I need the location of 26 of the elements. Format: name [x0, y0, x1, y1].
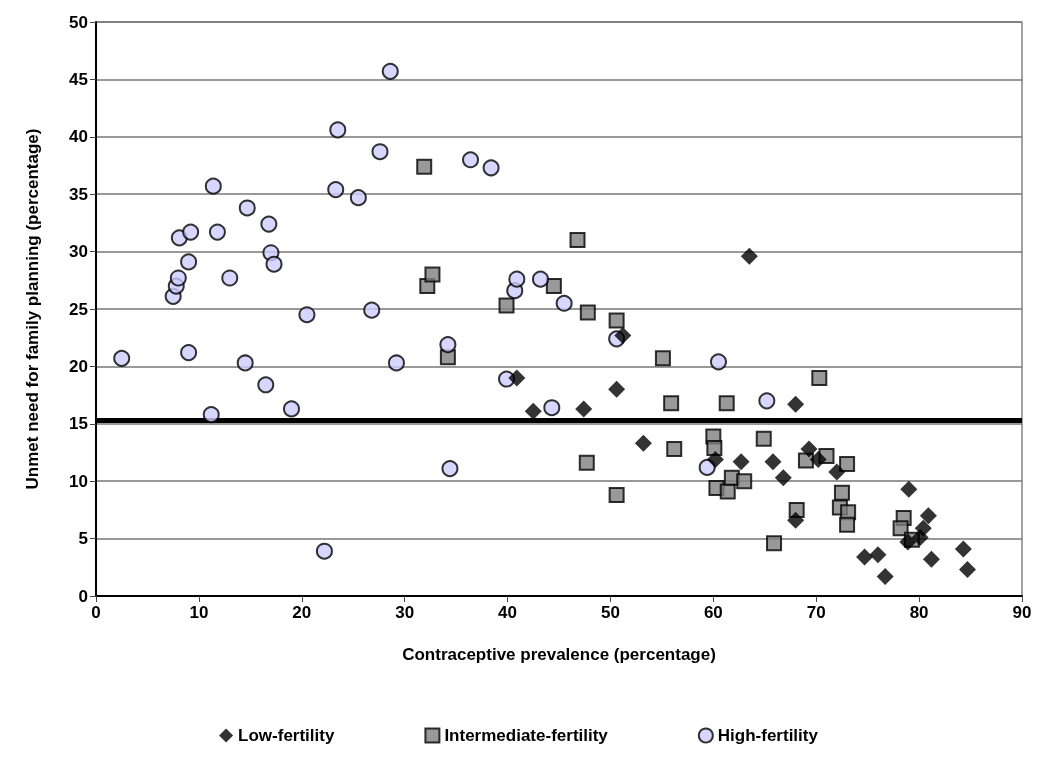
y-tick-label: 45	[69, 69, 88, 89]
y-tick-label: 5	[78, 529, 88, 549]
x-tick-label: 20	[292, 603, 312, 622]
y-tick-label: 20	[69, 356, 88, 376]
y-axis-title: Unmet need for family planning (percentage)	[23, 128, 42, 490]
y-tick-label: 35	[69, 184, 88, 204]
legend-label: Intermediate-fertility	[444, 726, 609, 745]
x-tick-label: 50	[600, 603, 620, 622]
y-tick-label: 10	[69, 471, 88, 491]
x-tick-label: 60	[703, 603, 723, 622]
y-tick-label: 25	[69, 299, 88, 319]
y-tick-label: 0	[78, 586, 88, 606]
y-tick-label: 30	[69, 242, 88, 262]
x-tick-label: 90	[1012, 603, 1032, 622]
x-tick-label: 40	[498, 603, 518, 622]
x-tick-label: 0	[91, 603, 101, 622]
x-tick-label: 70	[806, 603, 826, 622]
x-axis-title: Contraceptive prevalence (percentage)	[402, 645, 716, 664]
x-tick-label: 80	[909, 603, 929, 622]
x-tick-label: 10	[189, 603, 209, 622]
x-tick-label: 30	[395, 603, 415, 622]
legend-label: Low-fertility	[238, 726, 335, 745]
y-tick-label: 50	[69, 12, 88, 32]
y-tick-label: 15	[69, 414, 88, 434]
y-tick-label: 40	[69, 127, 88, 147]
legend-label: High-fertility	[717, 726, 819, 745]
